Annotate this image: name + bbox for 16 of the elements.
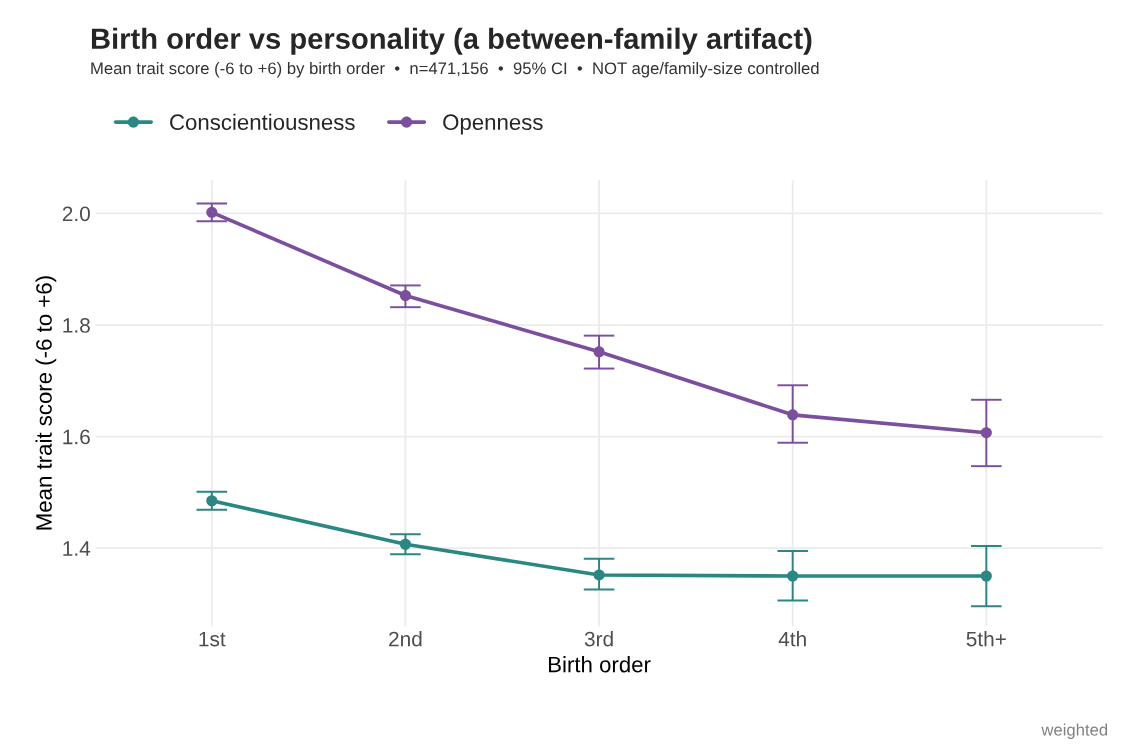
chart-title: Birth order vs personality (a between-family artifact) — [91, 27, 812, 55]
x-tick-label: 3rd — [584, 631, 613, 647]
x-tick-label: 2nd — [389, 631, 422, 647]
chart-subtitle: Mean trait score (-6 to +6) by birth order • n=471,156 • 95% CI • NOT age/family-size controlled — [91, 61, 819, 78]
x-tick-label: 4th — [778, 631, 806, 647]
y-axis-title: Mean trait score (-6 to +6) — [35, 276, 57, 530]
x-tick-label: 5th+ — [966, 631, 1006, 647]
y-tick-label: 2.0 — [62, 206, 90, 222]
legend-label: Conscientiousness — [170, 113, 355, 131]
y-tick-label: 1.8 — [63, 318, 90, 333]
y-tick-label: 1.6 — [63, 429, 90, 445]
y-tick-label: 1.4 — [63, 541, 91, 556]
text: weighted — [1041, 723, 1108, 740]
x-axis-title: Birth order — [549, 656, 651, 673]
legend-label: Openness — [443, 114, 543, 135]
x-tick-label: 1st — [199, 631, 226, 647]
